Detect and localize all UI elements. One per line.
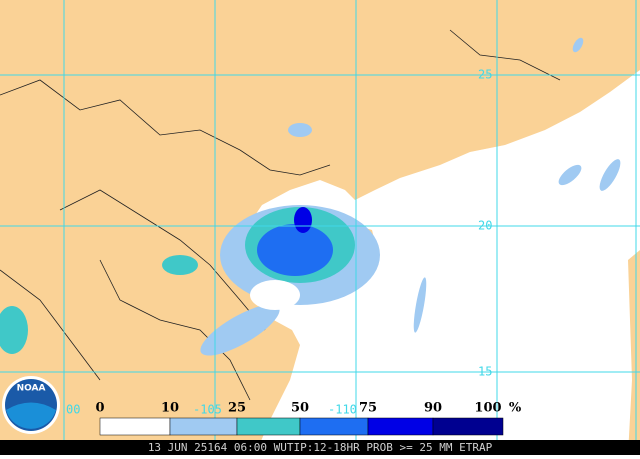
legend-label: 50 xyxy=(291,401,309,416)
caption-bar xyxy=(0,440,640,455)
legend-swatch xyxy=(169,417,238,436)
precip xyxy=(0,37,621,356)
lat-label: 20 xyxy=(478,219,492,233)
legend-swatch xyxy=(99,417,171,436)
legend-label: 10 xyxy=(161,401,179,416)
graticule xyxy=(0,0,640,440)
borders xyxy=(0,29,561,401)
caption: 13 JUN 25164 06:00 WUTIP:12-18HR PROB >=… xyxy=(148,441,493,454)
legend-label: 90 xyxy=(424,401,442,416)
noaa-logo: NOAA xyxy=(2,376,60,434)
legend-swatch xyxy=(432,417,504,436)
legend-label: 0 xyxy=(95,401,104,416)
lon-label: 00 xyxy=(66,403,80,417)
legend-unit: % xyxy=(509,401,522,416)
legend-label: 75 xyxy=(359,401,377,416)
lon-label: -110 xyxy=(328,403,357,417)
legend-label: 100 xyxy=(474,401,501,416)
legend-swatch xyxy=(236,417,301,436)
legend-label: 25 xyxy=(228,401,246,416)
lat-label: 15 xyxy=(478,365,492,379)
legend xyxy=(99,417,504,436)
lat-label: 25 xyxy=(478,68,492,82)
legend-swatch xyxy=(367,417,434,436)
luzon xyxy=(628,250,640,455)
logo-text: NOAA xyxy=(17,384,46,394)
legend-swatch xyxy=(299,417,369,436)
lon-label: -105 xyxy=(193,403,222,417)
